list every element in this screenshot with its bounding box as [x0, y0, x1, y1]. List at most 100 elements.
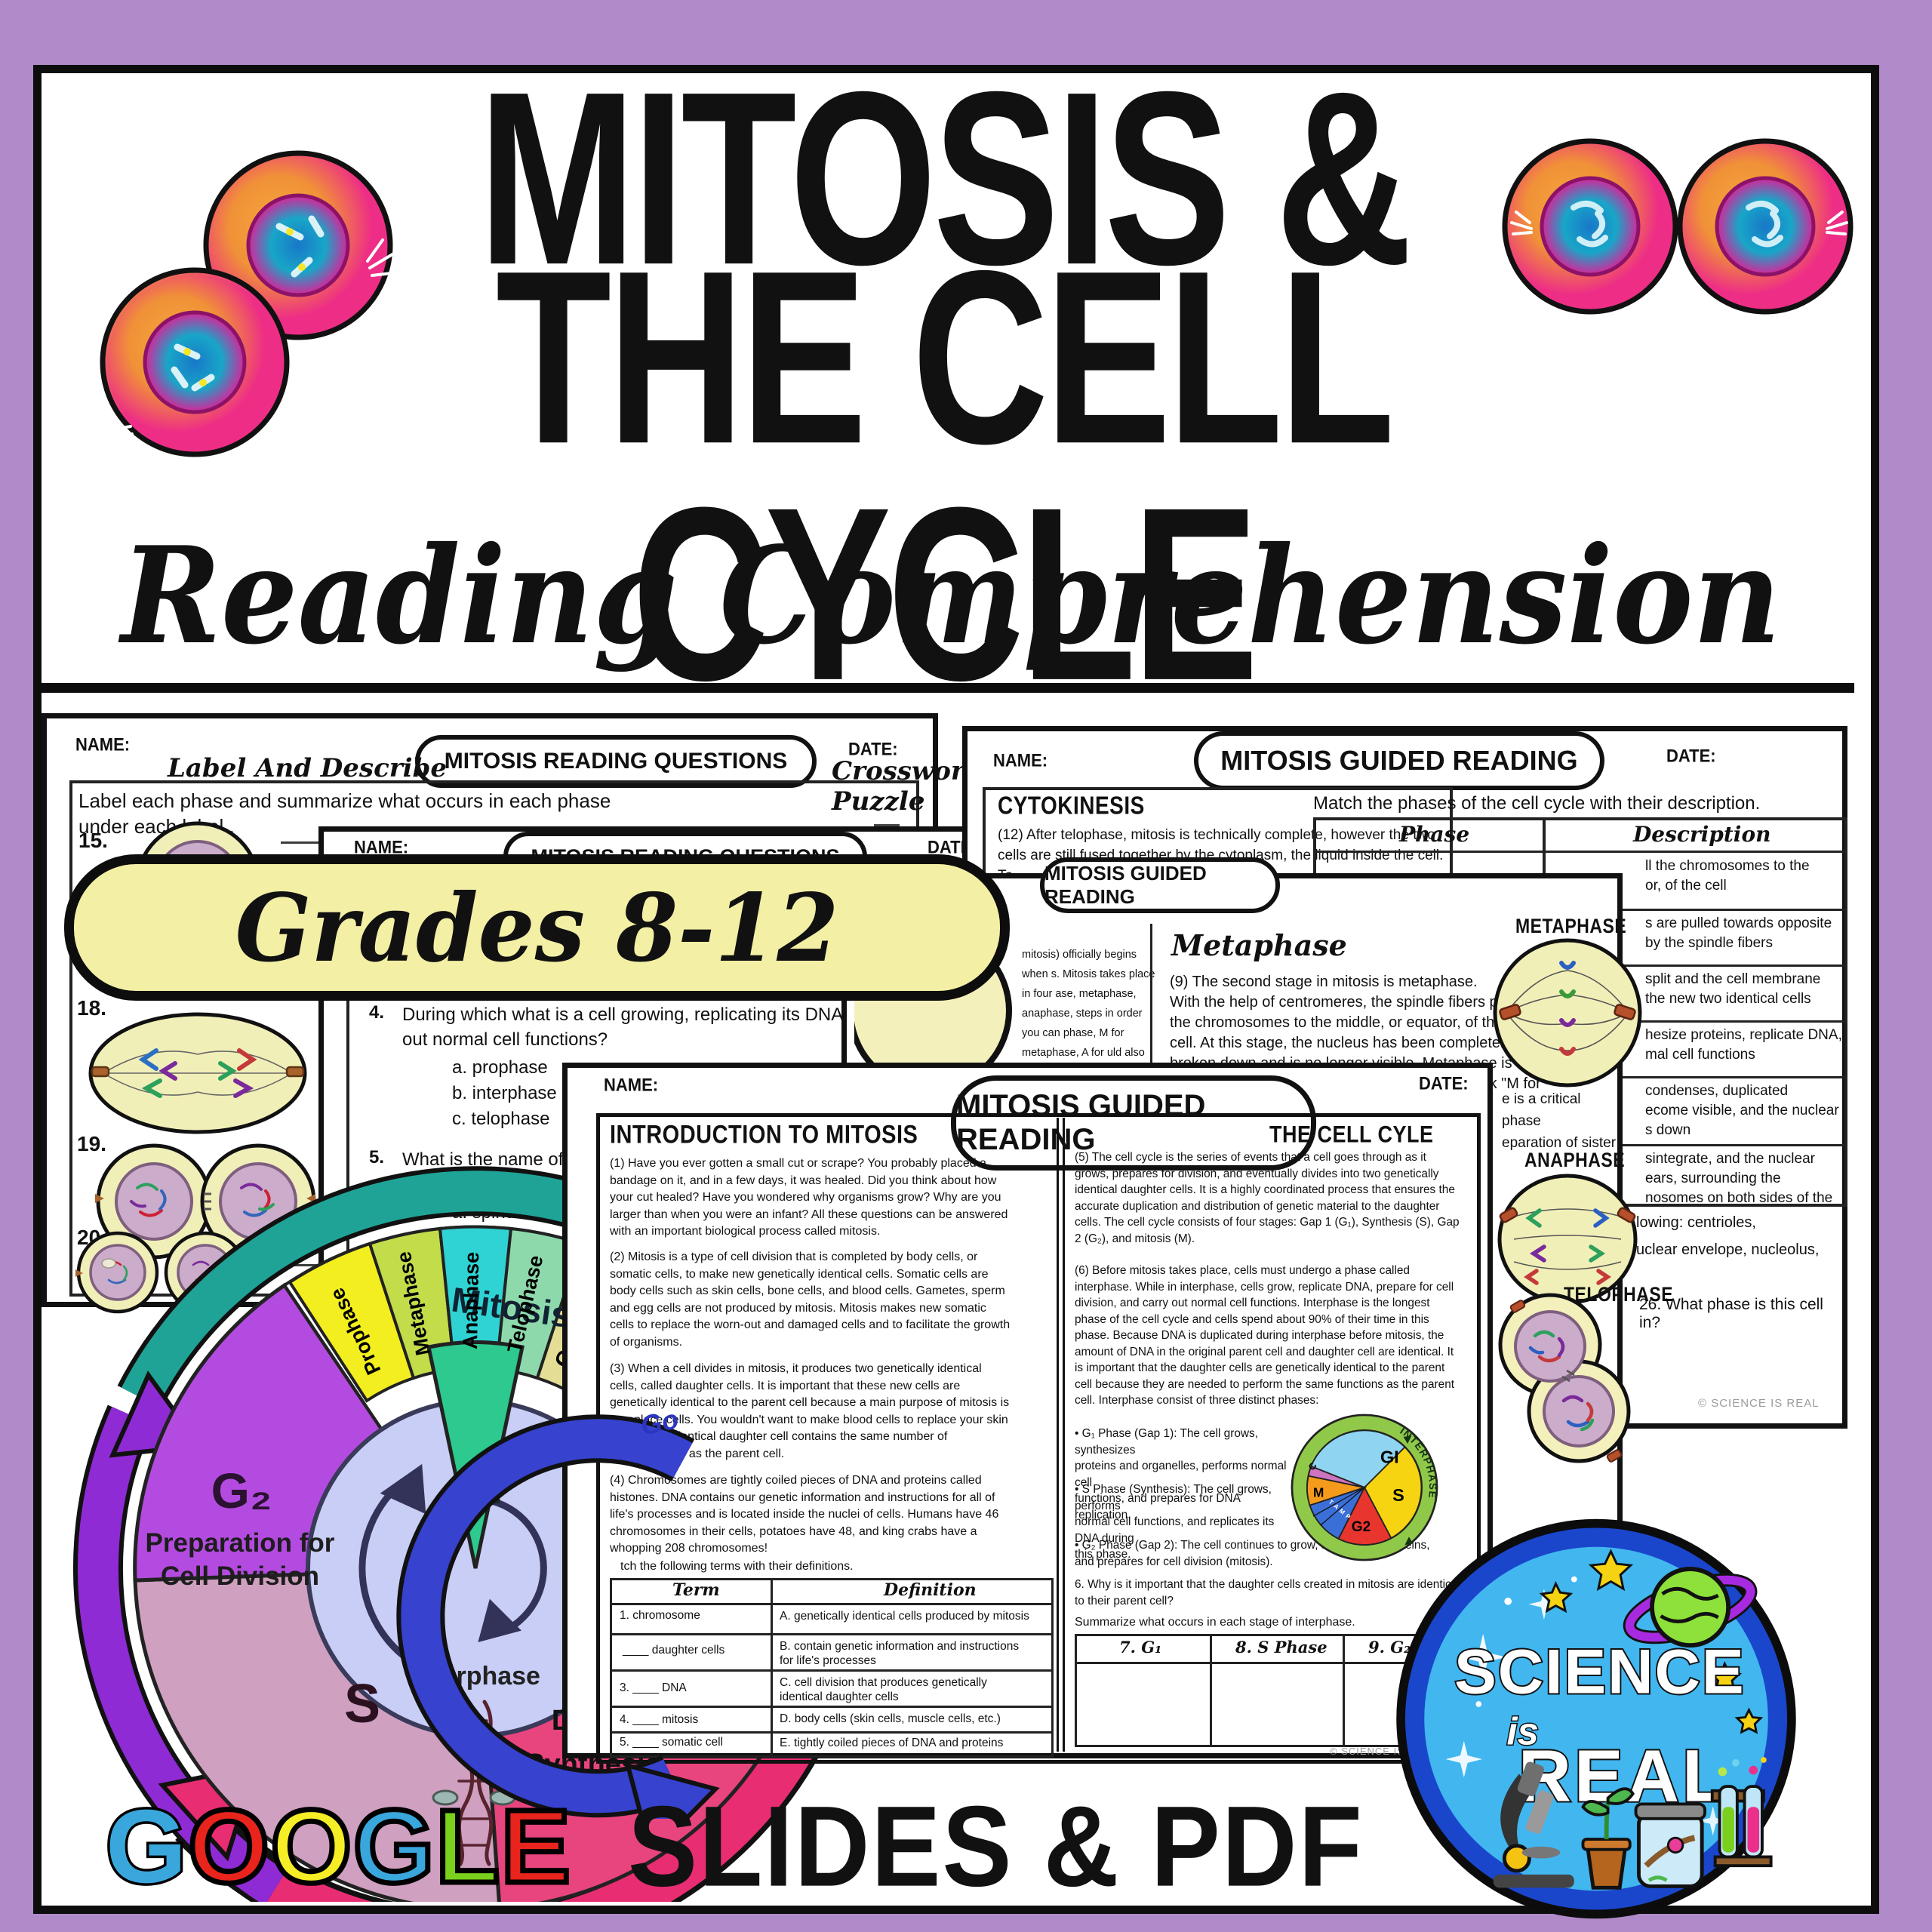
- blue-arrowhead-icon: [624, 1762, 720, 1819]
- definition-row: D. body cells (skin cells, muscle cells,…: [780, 1712, 1001, 1725]
- image-label: METAPHASE: [1515, 914, 1627, 937]
- definition-row: E. tightly coiled pieces of DNA and prot…: [780, 1737, 1004, 1749]
- pie-slice-g1: [1310, 1429, 1406, 1489]
- section-label-right: Crossword Puzzle: [832, 756, 983, 817]
- daughter-cells-illustration: [1502, 138, 1854, 315]
- description-row: split and the cell membrane the new two …: [1645, 971, 1821, 1007]
- column-header-phase: Phase: [1399, 822, 1470, 847]
- column-header-g1: 7. G₁: [1119, 1638, 1162, 1657]
- go-label: Go: [638, 1403, 681, 1441]
- question-number: 5.: [369, 1147, 385, 1168]
- description-row: sintegrate, and the nuclear ears, surrou…: [1645, 1151, 1833, 1206]
- description-row: s are pulled towards opposite by the spi…: [1645, 915, 1832, 951]
- paragraph-1: (1) Have you ever gotten a small cut or …: [610, 1157, 1008, 1238]
- anaphase-cell-image: [88, 1012, 307, 1134]
- aster-icon: [103, 238, 399, 462]
- column-header-term: Term: [672, 1580, 720, 1600]
- match-table: Phase Description ll the chromosomes to …: [1313, 817, 1847, 1207]
- title-line2: THE CELL CYCLE: [495, 219, 1395, 732]
- telophase-cells-image: [1498, 1293, 1631, 1463]
- question-options: a. prophase b. interphase c. telophase: [452, 1055, 557, 1132]
- pie-slice-g2: [1337, 1486, 1392, 1546]
- plant-icon: [1581, 1787, 1635, 1890]
- label-g2-sub1: Preparation for: [146, 1528, 335, 1558]
- name-label: NAME:: [75, 734, 131, 755]
- image-label: ANAPHASE: [1524, 1148, 1626, 1171]
- date-label: DATE:: [1666, 745, 1716, 767]
- section-heading: INTRODUCTION TO MITOSIS: [610, 1121, 918, 1149]
- science-is-real-logo: SCIENCE is REAL: [1396, 1518, 1796, 1919]
- item-18: 18.: [77, 996, 106, 1020]
- section-label-left: Label And Describe: [168, 753, 447, 783]
- format-banner-rest: SLIDES & PDF: [628, 1783, 1364, 1911]
- match-instructions: Match the phases of the cell cycle with …: [1313, 793, 1761, 814]
- term-row: 1. chromosome: [620, 1609, 700, 1622]
- description-row: hesize proteins, replicate DNA, mal cell…: [1645, 1027, 1842, 1063]
- date-label: DATE:: [1419, 1072, 1469, 1094]
- blue-cycle-arrow: Go: [396, 1403, 720, 1819]
- pie-slice-s: [1363, 1446, 1423, 1540]
- match-instructions: tch the following terms with their defin…: [620, 1560, 854, 1573]
- term-row: 5. ____ somatic cell: [620, 1736, 723, 1749]
- column-divider: [1150, 924, 1152, 1069]
- item-15: 15.: [78, 829, 108, 852]
- format-banner: GOOGLE SLIDES & PDF: [103, 1783, 1364, 1910]
- item-19: 19.: [77, 1132, 106, 1155]
- row-divider: [1316, 851, 1844, 853]
- cell-cycle-pie-chart: GI S G2 M C T A M P INTERPHASE: [1291, 1414, 1438, 1561]
- grades-badge-text: Grades 8-12: [235, 872, 839, 983]
- google-letter-l: L: [433, 1786, 502, 1908]
- dividing-cell-illustration: [100, 150, 399, 462]
- google-letter-g2: G: [351, 1786, 437, 1908]
- paragraph-6: (6) Before mitosis takes place, cells mu…: [1075, 1264, 1455, 1407]
- column-header-definition: Definition: [884, 1580, 977, 1600]
- test-tubes-icon: [1710, 1757, 1773, 1868]
- definition-row: A. genetically identical cells produced …: [780, 1610, 1029, 1623]
- column-header-description: Description: [1633, 822, 1771, 847]
- section-heading: Metaphase: [1171, 928, 1347, 962]
- metaphase-cell-image: [1493, 938, 1642, 1088]
- definition-row: B. contain genetic information and instr…: [780, 1640, 1020, 1667]
- definition-row: C. cell division that produces genetical…: [780, 1676, 987, 1703]
- worksheet-title: MITOSIS READING QUESTIONS: [444, 749, 788, 774]
- term-row: 4. ____ mitosis: [620, 1713, 699, 1726]
- image-label: TELOPHASE: [1564, 1282, 1674, 1306]
- google-letter-g1: G: [103, 1786, 189, 1908]
- worksheet-title-pill: MITOSIS READING QUESTIONS: [415, 735, 817, 788]
- section-heading: CYTOKINESIS: [998, 792, 1145, 820]
- name-label: NAME:: [993, 749, 1048, 771]
- section-heading: THE CELL CYLE: [1269, 1121, 1434, 1148]
- paragraph-4: (4) Chromosomes are tightly coiled piece…: [610, 1474, 999, 1555]
- grades-badge: Grades 8-12: [64, 854, 1010, 1001]
- telophase-cells-image: [95, 1143, 316, 1260]
- title-line1: MITOSIS &: [478, 40, 1413, 316]
- option[interactable]: b. interphase: [452, 1083, 557, 1103]
- pie-label-m: M: [1313, 1485, 1324, 1500]
- worksheet-title-pill: MITOSIS GUIDED READING: [1194, 731, 1604, 790]
- label-anaphase: Anaphase: [459, 1252, 483, 1350]
- worksheet-guided-reading-intro: NAME: DATE: MITOSIS GUIDED READING INTRO…: [562, 1063, 1493, 1764]
- credit: © SCIENCE IS REAL: [1698, 1397, 1820, 1410]
- text-fragment: lowing: centrioles,: [1636, 1214, 1756, 1231]
- microscope-icon: [1493, 1761, 1574, 1888]
- worksheet-title: MITOSIS GUIDED READING: [1044, 862, 1207, 908]
- credit: © SCIENCE IS R: [1330, 1746, 1416, 1757]
- bullet-s: • S Phase (Synthesis): The cell grows, p…: [1075, 1483, 1275, 1561]
- title-script: Reading Comprehension: [121, 517, 1781, 674]
- summarize-instructions: Summarize what occurs in each stage of i…: [1075, 1616, 1355, 1629]
- star-icons: [1539, 1549, 1764, 1734]
- option[interactable]: a. prophase: [452, 1057, 548, 1078]
- paragraph-fragment: e is a critical phase eparation of siste…: [1502, 1091, 1617, 1151]
- label-s: S: [344, 1674, 380, 1734]
- paragraph-5: (5) The cell cycle is the series of even…: [1075, 1151, 1460, 1245]
- bug-jar-icon: [1634, 1802, 1706, 1888]
- option[interactable]: c. telophase: [452, 1109, 550, 1129]
- pie-label-s: S: [1392, 1485, 1404, 1505]
- pie-slice-c: [1307, 1465, 1365, 1488]
- question-26: 26. What phase is this cell in?: [1639, 1296, 1823, 1331]
- terms-table: Term Definition 1. chromosome A. genetic…: [610, 1578, 1054, 1758]
- logo-line1: SCIENCE: [1454, 1635, 1746, 1706]
- sparkle-icons: [1445, 1576, 1728, 1836]
- bullet-g1: • G₁ Phase (Gap 1): The cell grows, synt…: [1075, 1427, 1287, 1521]
- planet-icon: [1623, 1567, 1758, 1648]
